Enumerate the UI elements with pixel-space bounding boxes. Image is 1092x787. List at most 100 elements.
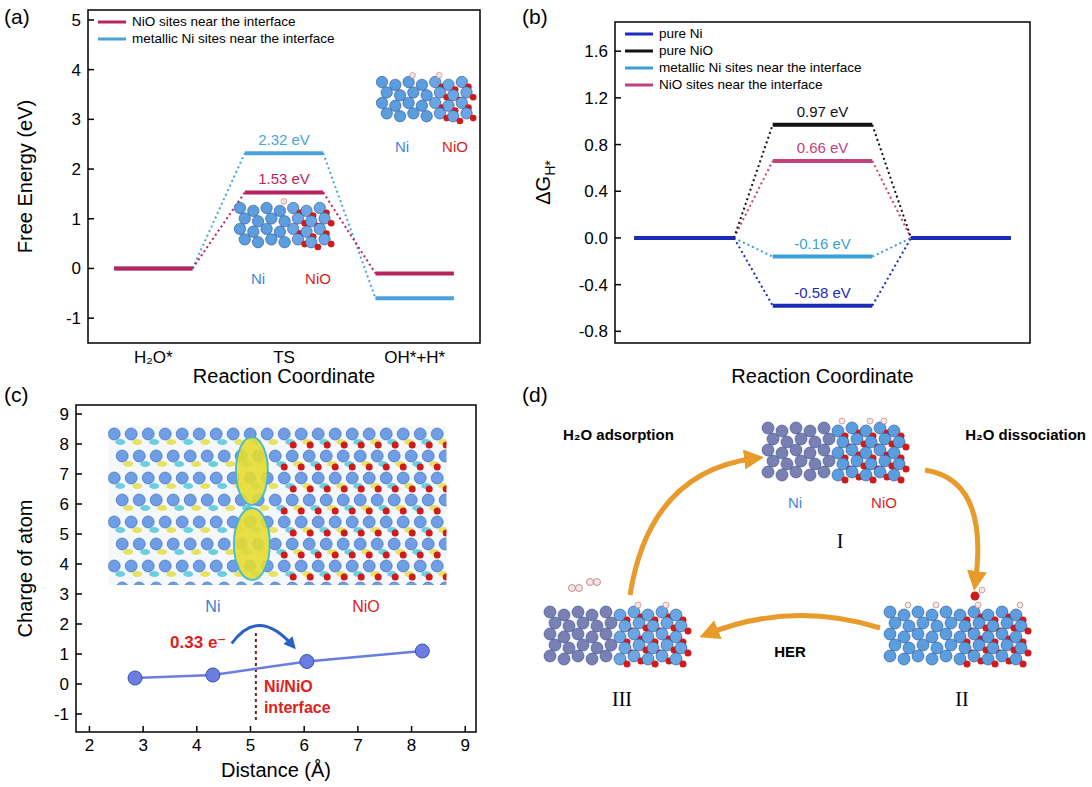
energy-level: [634, 236, 734, 240]
ni-atom: [823, 455, 835, 467]
ni-atom: [184, 582, 196, 585]
o-atom: [358, 442, 365, 449]
h-atom: [881, 418, 887, 424]
density-lobe: [132, 527, 142, 533]
ni-atom: [376, 97, 387, 108]
o-atom: [315, 552, 322, 559]
y-tick-label: 4: [60, 555, 69, 574]
density-lobe: [140, 505, 150, 511]
level-connector: [734, 238, 773, 306]
h-atom: [975, 602, 981, 608]
ni-atom: [346, 472, 358, 484]
o-atom: [281, 464, 288, 471]
ni-atom: [346, 428, 358, 440]
axes: -0.8-0.40.00.40.81.21.6Reaction Coordina…: [579, 22, 1030, 387]
component-label: Ni: [788, 494, 802, 511]
ni-atom: [150, 494, 162, 506]
o-atom: [307, 442, 314, 449]
density-lobe: [174, 549, 184, 555]
y-tick-label: 8: [60, 435, 69, 454]
y-tick: [76, 623, 82, 625]
y-tick: [76, 473, 82, 475]
o-atom: [1025, 628, 1032, 635]
y-tick: [76, 683, 82, 685]
ni-atom: [762, 466, 774, 478]
data-label: -0.58 eV: [794, 284, 851, 301]
o-atom: [298, 508, 305, 515]
h-atom: [867, 418, 873, 424]
density-lobe: [123, 461, 133, 467]
y-tick: [615, 97, 621, 99]
x-tick-label: 5: [246, 736, 255, 755]
o-atom: [400, 508, 407, 515]
o-atom: [307, 574, 314, 581]
o-atom: [443, 530, 447, 537]
ni-atom: [422, 538, 434, 550]
density-lobe: [217, 483, 227, 489]
energy-level: [634, 236, 734, 240]
ni-atom: [150, 450, 162, 462]
ni-atom: [405, 494, 417, 506]
o-atom: [366, 508, 373, 515]
h-atom: [587, 579, 594, 586]
o-atom: [842, 477, 849, 484]
y-tick-label: 0.0: [584, 229, 608, 248]
inset-ground: [108, 426, 446, 585]
ni-atom: [184, 494, 196, 506]
legend-swatch: [98, 38, 126, 41]
ni-atom: [337, 582, 349, 585]
o-atom: [426, 486, 433, 493]
y-tick-label: 0.4: [584, 182, 608, 201]
ni-atom: [234, 202, 245, 213]
ni-atom: [371, 450, 383, 462]
ni-atom: [142, 516, 154, 528]
axes: -1012345678923456789Distance (Å): [54, 405, 476, 781]
o-atom: [290, 530, 297, 537]
ni-atom: [371, 582, 383, 585]
ni-atom: [363, 428, 375, 440]
atomic-structure: [884, 602, 1032, 668]
h-atom: [933, 602, 939, 608]
o-atom: [315, 508, 322, 515]
o-atom: [332, 552, 339, 559]
data-labels: 2.32 eV1.53 eV: [258, 131, 310, 187]
y-tick-label: 6: [60, 495, 69, 514]
x-tick: [465, 726, 467, 732]
ni-atom: [767, 455, 779, 467]
ni-atom: [804, 469, 816, 481]
x-tick-label: 8: [407, 736, 416, 755]
o-atom: [443, 486, 447, 493]
o-atom: [903, 444, 910, 451]
legend-label: metallic Ni sites near the interface: [132, 31, 335, 46]
h-atom: [635, 602, 641, 608]
plot-frame: [76, 405, 476, 732]
o-atom: [417, 552, 424, 559]
ni-atom: [125, 516, 137, 528]
ni-atom: [439, 538, 446, 550]
ni-atom: [252, 237, 263, 248]
ni-atom: [917, 639, 929, 651]
o-atom: [324, 574, 331, 581]
ni-atom: [945, 617, 957, 629]
ni-atom: [776, 469, 788, 481]
x-tick-label: 4: [192, 736, 201, 755]
density-lobe: [208, 461, 218, 467]
o-atom: [434, 552, 441, 559]
ni-atom: [388, 582, 400, 585]
ni-atom: [201, 450, 213, 462]
y-tick: [76, 593, 82, 595]
h-atom: [410, 73, 416, 79]
annotation: Ni: [251, 270, 265, 287]
o-atom: [426, 530, 433, 537]
data-point: [415, 644, 429, 658]
step-label: HER: [774, 643, 806, 660]
density-lobe: [166, 527, 176, 533]
ni-atom: [354, 494, 366, 506]
ni-atom: [337, 494, 349, 506]
o-atom: [332, 464, 339, 471]
ni-atom: [414, 472, 426, 484]
y-tick: [76, 713, 82, 715]
ni-atom: [605, 617, 617, 629]
o-atom: [383, 464, 390, 471]
legend-label: pure NiO: [659, 43, 713, 58]
